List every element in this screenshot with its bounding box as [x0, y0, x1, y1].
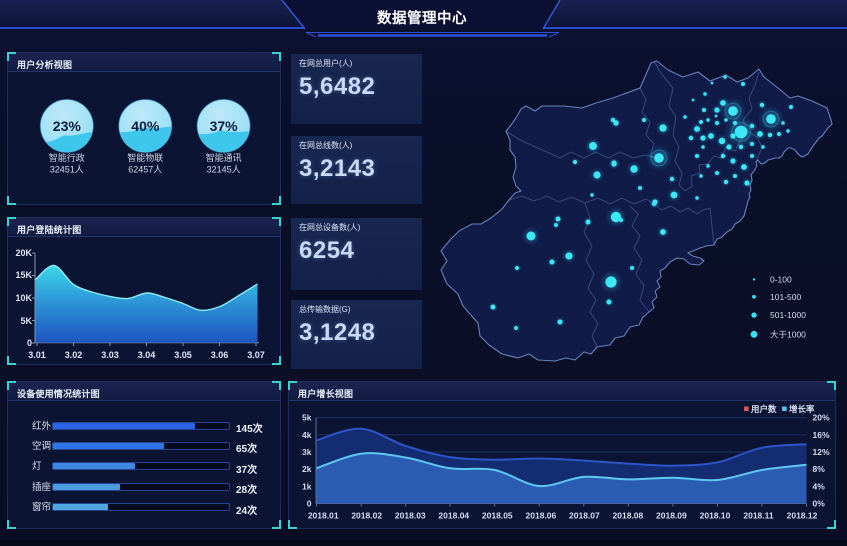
- svg-text:智能行政: 智能行政: [49, 152, 85, 163]
- svg-text:3.07: 3.07: [247, 350, 265, 360]
- svg-text:40%: 40%: [131, 118, 160, 134]
- svg-text:32451人: 32451人: [50, 165, 84, 175]
- svg-text:2018.01: 2018.01: [308, 511, 339, 521]
- svg-text:501-1000: 501-1000: [770, 310, 806, 320]
- svg-text:5k: 5k: [302, 413, 312, 423]
- svg-text:2018.03: 2018.03: [395, 511, 426, 521]
- svg-text:16%: 16%: [813, 430, 830, 440]
- svg-text:3.05: 3.05: [174, 350, 192, 360]
- svg-text:101-500: 101-500: [770, 292, 801, 302]
- svg-text:2018.05: 2018.05: [482, 511, 513, 521]
- svg-text:0: 0: [307, 499, 312, 509]
- svg-text:15K: 15K: [15, 270, 32, 280]
- svg-text:0%: 0%: [813, 499, 826, 509]
- svg-text:智能物联: 智能物联: [127, 152, 163, 163]
- svg-text:5K: 5K: [20, 316, 32, 326]
- svg-text:20K: 20K: [15, 248, 32, 258]
- svg-text:大于1000: 大于1000: [770, 329, 806, 339]
- svg-text:4k: 4k: [302, 430, 312, 440]
- svg-text:3.06: 3.06: [211, 350, 229, 360]
- svg-text:12%: 12%: [813, 447, 830, 457]
- svg-text:3.02: 3.02: [65, 350, 83, 360]
- svg-text:32145人: 32145人: [207, 165, 241, 175]
- svg-text:2018.02: 2018.02: [351, 511, 382, 521]
- svg-text:20%: 20%: [813, 413, 830, 423]
- svg-text:3.04: 3.04: [138, 350, 156, 360]
- svg-text:2018.04: 2018.04: [438, 511, 469, 521]
- svg-text:3.01: 3.01: [28, 350, 46, 360]
- svg-text:23%: 23%: [53, 118, 82, 134]
- svg-text:2k: 2k: [302, 464, 312, 474]
- svg-text:2018.09: 2018.09: [656, 511, 687, 521]
- svg-text:用户数: 用户数: [750, 404, 777, 414]
- svg-text:37%: 37%: [210, 118, 239, 134]
- svg-text:4%: 4%: [813, 481, 826, 491]
- svg-text:增长率: 增长率: [789, 404, 815, 414]
- svg-text:10K: 10K: [15, 293, 32, 303]
- svg-text:0-100: 0-100: [770, 274, 792, 284]
- svg-text:0: 0: [27, 338, 32, 348]
- svg-text:3.03: 3.03: [101, 350, 119, 360]
- svg-text:智能通讯: 智能通讯: [206, 152, 242, 163]
- svg-text:2018.11: 2018.11: [743, 511, 774, 521]
- svg-text:2018.10: 2018.10: [700, 511, 731, 521]
- svg-text:62457人: 62457人: [128, 165, 162, 175]
- svg-text:1k: 1k: [302, 481, 312, 491]
- svg-text:2018.08: 2018.08: [613, 511, 644, 521]
- svg-text:2018.07: 2018.07: [569, 511, 600, 521]
- svg-text:2018.06: 2018.06: [526, 511, 557, 521]
- svg-text:3k: 3k: [302, 447, 312, 457]
- svg-text:8%: 8%: [813, 464, 826, 474]
- svg-text:2018.12: 2018.12: [787, 511, 818, 521]
